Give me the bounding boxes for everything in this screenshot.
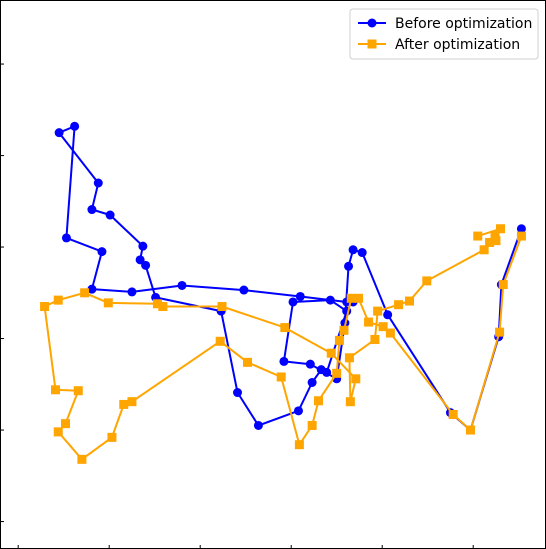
data-point (422, 276, 432, 286)
data-point (370, 334, 380, 344)
data-point (344, 353, 354, 363)
data-point (307, 420, 317, 430)
data-point (87, 205, 97, 215)
legend-label-1: After optimization (395, 37, 520, 53)
legend: Before optimization After optimization (349, 8, 539, 60)
data-point (354, 293, 364, 303)
data-point (103, 298, 113, 308)
data-point (215, 336, 225, 346)
data-point (385, 328, 395, 338)
data-point (326, 348, 336, 358)
data-point (295, 291, 305, 301)
series-line-1 (43, 227, 523, 461)
data-point (344, 261, 354, 271)
series-line-0 (58, 125, 523, 432)
series-1 (40, 224, 526, 464)
data-point (158, 302, 168, 312)
data-point (293, 406, 303, 416)
tick-marks (0, 63, 474, 549)
data-point (351, 374, 361, 384)
data-point (345, 397, 355, 407)
legend-label-0: Before optimization (395, 16, 532, 32)
data-point (280, 323, 290, 333)
data-point (54, 128, 64, 138)
data-point (70, 121, 80, 131)
data-point (332, 368, 342, 378)
data-point (339, 325, 349, 335)
data-point (53, 295, 63, 305)
data-point (107, 432, 117, 442)
data-point (51, 385, 61, 395)
data-point (177, 280, 187, 290)
series-0 (54, 121, 526, 435)
data-point (279, 356, 289, 366)
data-point (348, 245, 358, 255)
legend-box (349, 8, 539, 60)
data-point (239, 285, 249, 295)
data-point (288, 297, 298, 307)
data-point (498, 280, 508, 290)
data-point (105, 210, 115, 220)
data-point (253, 420, 263, 430)
data-point (346, 293, 356, 303)
data-point (141, 260, 151, 270)
data-point (138, 241, 148, 251)
data-point (87, 284, 97, 294)
data-point (40, 302, 50, 312)
data-point (373, 306, 383, 316)
data-point (307, 377, 317, 387)
data-point (383, 310, 393, 320)
data-point (364, 317, 374, 327)
data-point (357, 248, 367, 258)
data-point (135, 255, 145, 265)
data-point (73, 386, 83, 396)
data-point (61, 419, 71, 429)
data-point (490, 230, 500, 240)
data-point (473, 231, 483, 241)
data-point (233, 388, 243, 398)
data-point (495, 327, 505, 337)
data-point (316, 365, 326, 375)
data-point (334, 335, 344, 345)
data-point (378, 322, 388, 332)
data-point (305, 359, 315, 369)
data-point (119, 399, 129, 409)
data-point (53, 427, 63, 437)
data-point (485, 237, 495, 247)
series-layer (40, 121, 526, 464)
data-point (325, 295, 335, 305)
data-point (61, 233, 71, 243)
data-point (448, 409, 458, 419)
data-point (394, 300, 404, 310)
data-point (516, 224, 526, 234)
data-point (80, 288, 90, 298)
data-point (405, 296, 414, 306)
data-point (491, 236, 501, 246)
data-point (314, 396, 323, 406)
data-point (479, 245, 489, 255)
data-point (77, 454, 87, 464)
data-point (93, 178, 103, 188)
data-point (516, 231, 526, 241)
legend-marker-1 (367, 39, 377, 49)
data-point (465, 425, 475, 435)
legend-marker-0 (367, 18, 377, 28)
data-point (294, 440, 304, 450)
data-point (97, 247, 107, 257)
data-point (127, 397, 137, 407)
data-point (152, 299, 162, 309)
data-point (243, 357, 253, 367)
data-point (217, 302, 227, 312)
data-point (127, 287, 137, 297)
data-point (276, 372, 286, 382)
data-point (496, 224, 505, 234)
